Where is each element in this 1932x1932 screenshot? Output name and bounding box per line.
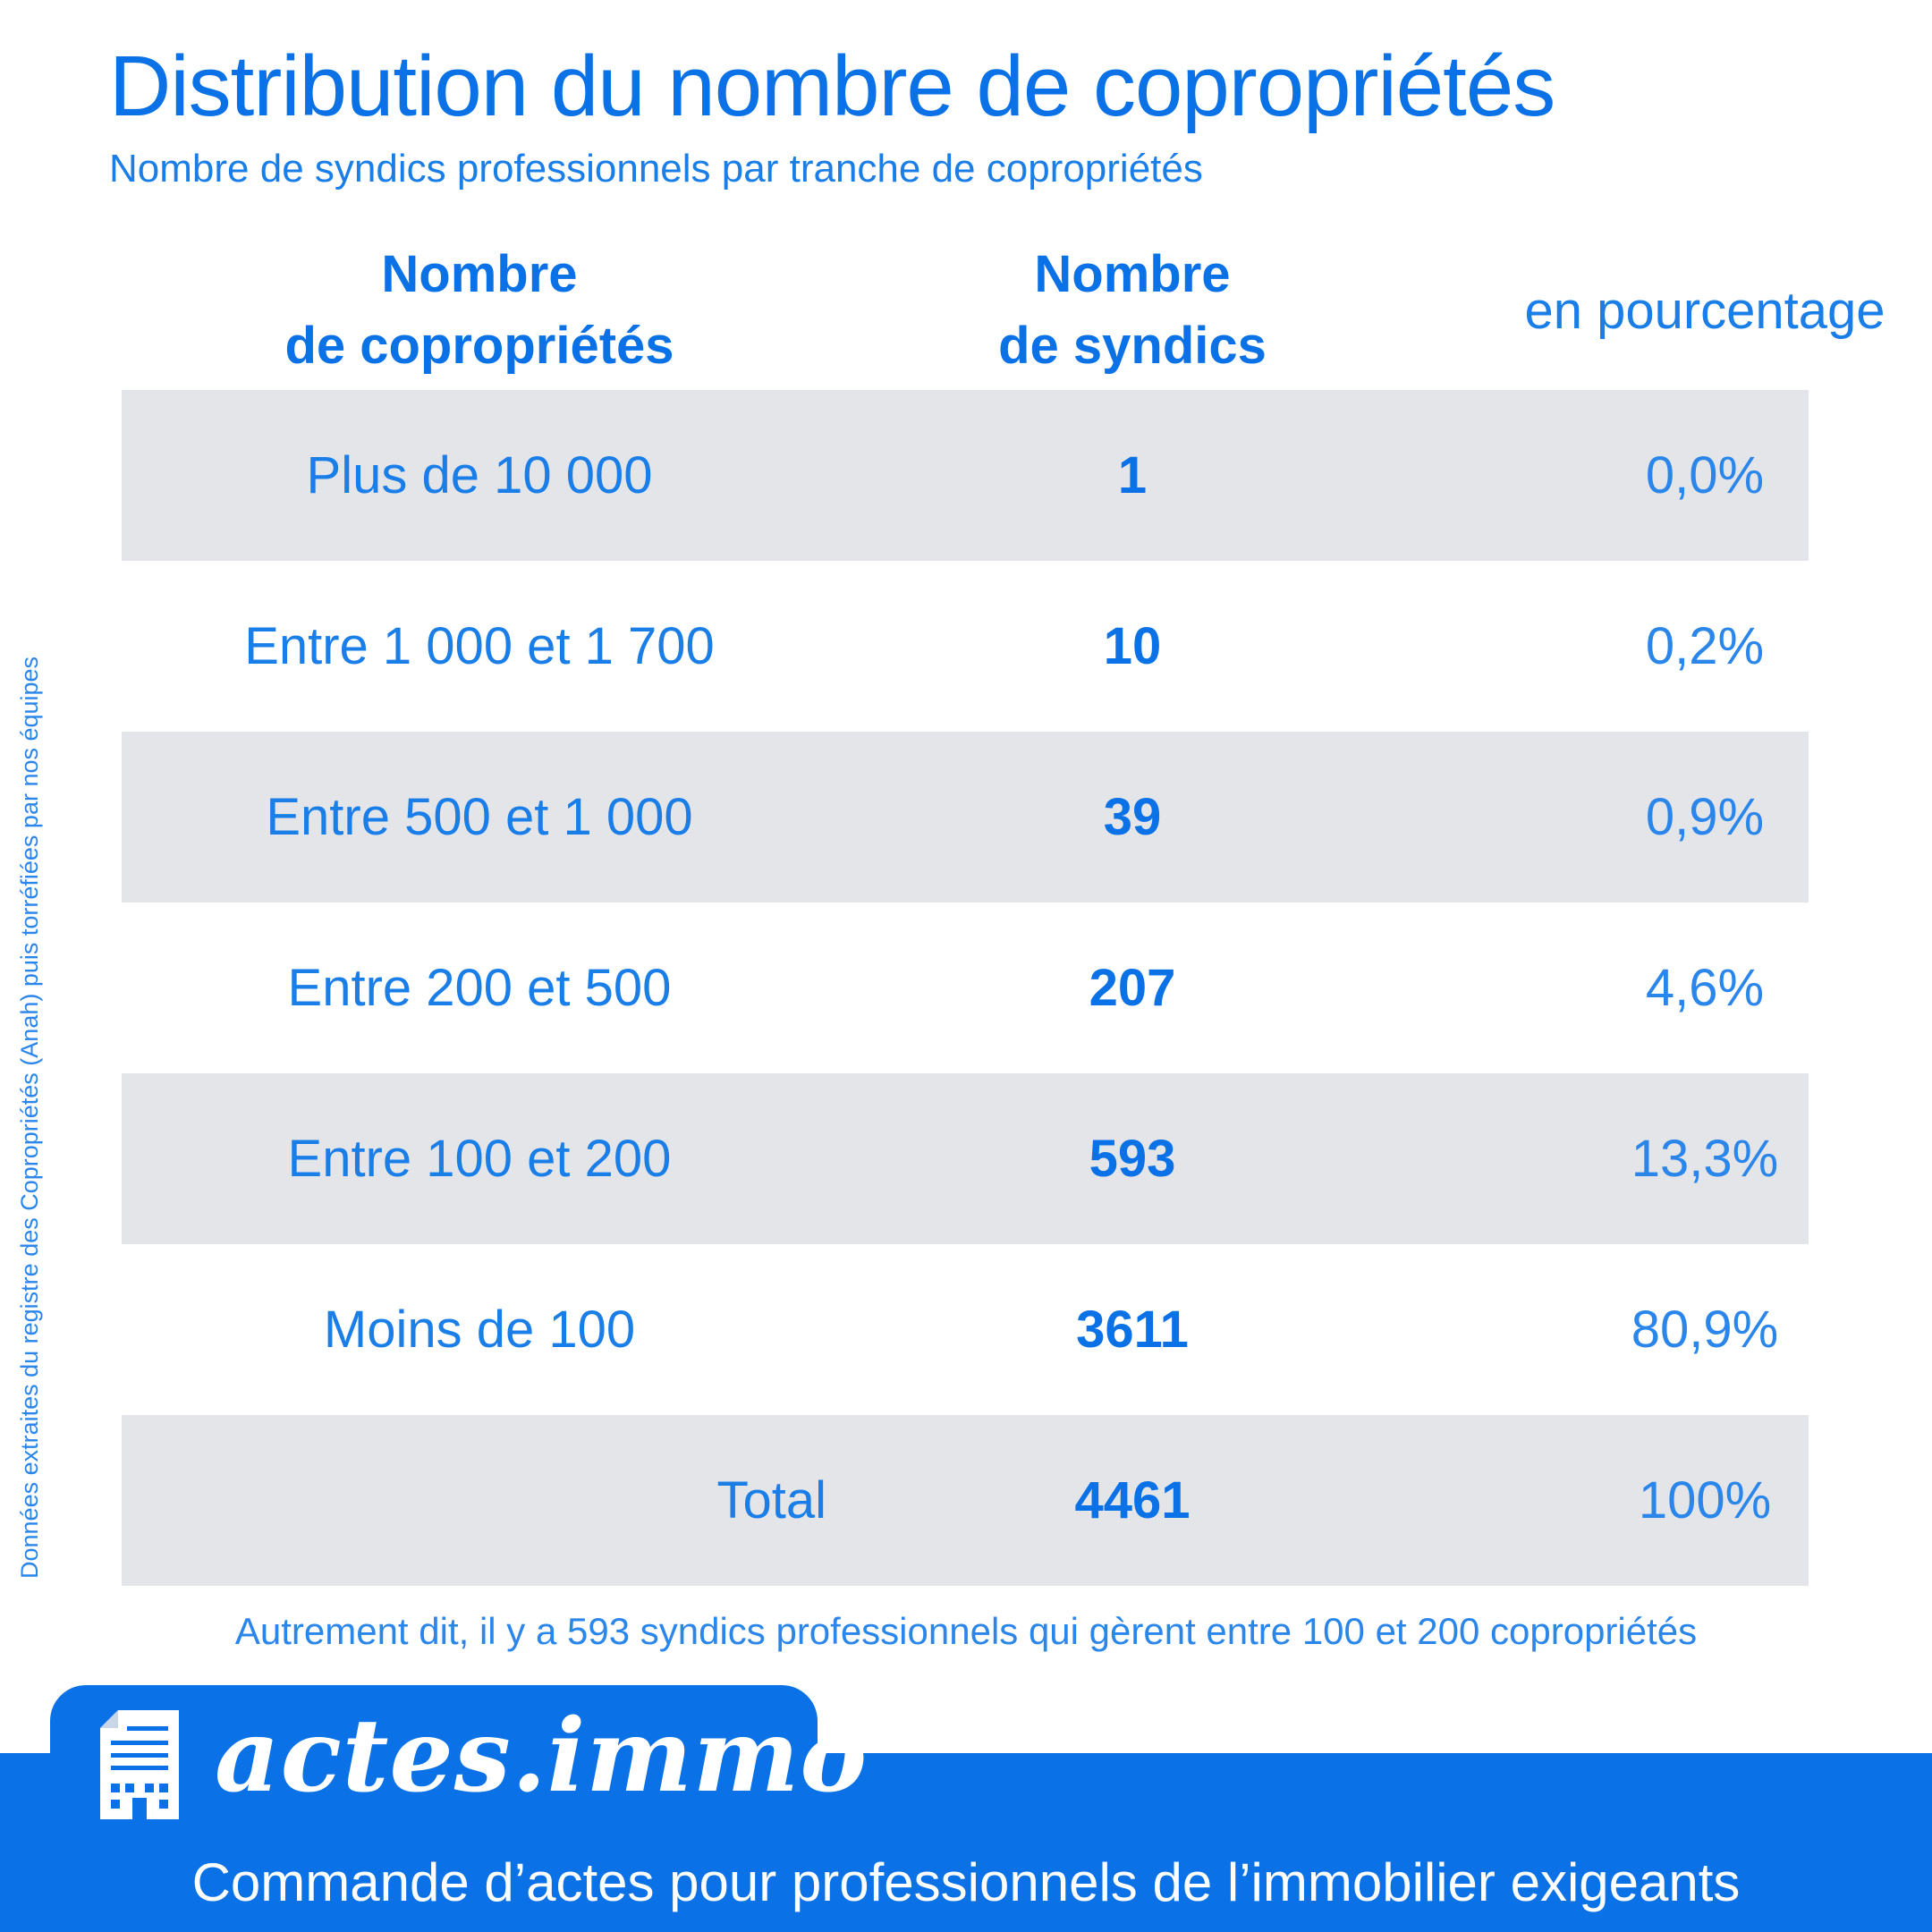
table-row: Entre 1 000 et 1 700 10 0,2% <box>122 561 1809 732</box>
percent-cell: 4,6% <box>1645 959 1765 1017</box>
header-coproprietes: Nombre de copropriétés <box>284 245 674 375</box>
count-cell: 10 <box>1103 617 1162 675</box>
range-cell: Entre 500 et 1 000 <box>266 788 693 846</box>
header-coproprietes-cell: Nombre de copropriétés <box>122 234 837 386</box>
percent-cell: 80,9% <box>1631 1301 1779 1359</box>
table-row: Moins de 100 3611 80,9% <box>122 1244 1809 1415</box>
percent-cell: 0,0% <box>1645 446 1765 504</box>
header-syndics-cell: Nombre de syndics <box>748 234 1517 386</box>
source-note: Données extraites du registre des Coprop… <box>16 656 43 1579</box>
table-row: Entre 200 et 500 207 4,6% <box>122 902 1809 1073</box>
range-cell: Plus de 10 000 <box>306 446 653 504</box>
brand-tagline: Commande d’actes pour professionnels de … <box>191 1852 1741 1912</box>
percent-cell: 0,9% <box>1645 788 1765 846</box>
header-percent-cell: en pourcentage <box>1392 234 1932 386</box>
percent-cell: 13,3% <box>1631 1130 1779 1188</box>
range-cell: Entre 100 et 200 <box>287 1130 672 1188</box>
total-percent: 100% <box>1638 1471 1772 1530</box>
total-label: Total <box>716 1471 826 1530</box>
header-syndics: Nombre de syndics <box>998 245 1267 375</box>
count-cell: 593 <box>1089 1130 1176 1188</box>
count-cell: 3611 <box>1076 1301 1189 1359</box>
range-cell: Entre 1 000 et 1 700 <box>244 617 715 675</box>
table-row: Plus de 10 000 1 0,0% <box>122 390 1809 561</box>
range-cell: Moins de 100 <box>323 1301 636 1359</box>
count-cell: 1 <box>1117 446 1148 504</box>
brand-name: actes.immo <box>215 1698 869 1815</box>
footnote: Autrement dit, il y a 593 syndics profes… <box>234 1610 1698 1652</box>
range-cell: Entre 200 et 500 <box>287 959 672 1017</box>
page-title: Distribution du nombre de copropriétés <box>109 38 1555 134</box>
table-header: Nombre de copropriétés Nombre de syndics… <box>122 234 1885 386</box>
header-percent: en pourcentage <box>1524 281 1885 340</box>
document-building-icon <box>100 1710 179 1819</box>
total-row: Total 4461 100% <box>122 1415 1809 1586</box>
total-count: 4461 <box>1074 1471 1191 1530</box>
page-subtitle: Nombre de syndics professionnels par tra… <box>109 147 1203 191</box>
distribution-table: Plus de 10 000 1 0,0% Entre 1 000 et 1 7… <box>122 390 1809 1586</box>
count-cell: 39 <box>1103 788 1162 846</box>
count-cell: 207 <box>1089 959 1176 1017</box>
table-row: Entre 500 et 1 000 39 0,9% <box>122 732 1809 902</box>
table-row: Entre 100 et 200 593 13,3% <box>122 1073 1809 1244</box>
percent-cell: 0,2% <box>1645 617 1765 675</box>
